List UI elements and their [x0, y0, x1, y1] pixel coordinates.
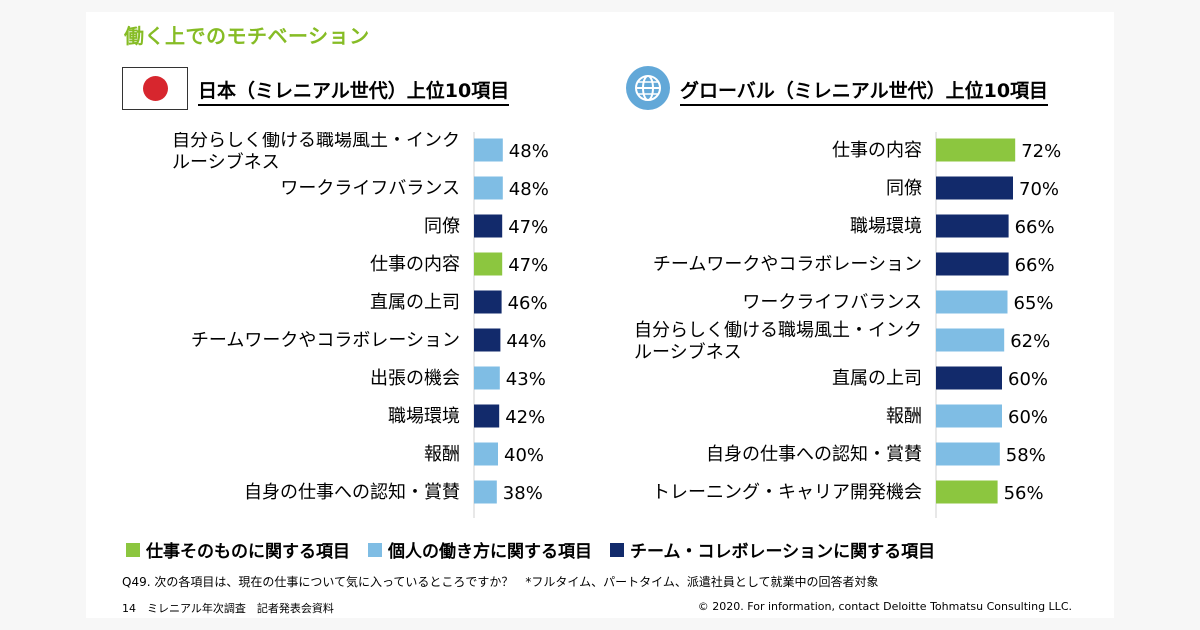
value-label: 72%: [1021, 141, 1061, 162]
value-label: 58%: [1006, 445, 1046, 466]
globe-icon: [626, 66, 670, 110]
bar: [936, 442, 1000, 466]
legend-swatch: [368, 542, 382, 557]
slide-title: 働く上でのモチベーション: [124, 24, 370, 48]
bar: [474, 404, 500, 428]
category-label: トレーニング・キャリア開発機会: [652, 482, 922, 503]
bar: [936, 328, 1005, 352]
bar: [474, 290, 502, 314]
legend-item-team: チーム・コレボレーションに関する項目: [610, 537, 935, 562]
value-label: 60%: [1008, 369, 1048, 390]
bar: [474, 214, 503, 238]
legend: 仕事そのものに関する項目 個人の働き方に関する項目 チーム・コレボレーションに関…: [126, 537, 935, 562]
japan-flag-icon: [122, 67, 188, 110]
global-bar-chart: 仕事の内容 72% 同僚 70% 職場環境 66% チームワークやコラボレーション 66% ワー…: [634, 132, 1061, 518]
value-label: 38%: [503, 483, 543, 504]
value-label: 66%: [1015, 217, 1055, 238]
slide: 働く上でのモチベーション 日本（ミレニアル世代）上位10項目 グローバル（ミレニ…: [86, 12, 1114, 618]
bar: [474, 176, 503, 200]
legend-label: 仕事そのものに関する項目: [146, 542, 350, 562]
bar: [936, 404, 1002, 428]
value-label: 60%: [1008, 407, 1048, 428]
category-label: 報酬: [886, 406, 922, 427]
value-label: 62%: [1010, 331, 1050, 352]
category-label: 自分らしく働ける職場風土・インク: [634, 320, 922, 341]
category-label: 職場環境: [388, 406, 460, 427]
category-label: 仕事の内容: [832, 140, 922, 161]
category-label: 報酬: [424, 444, 460, 465]
category-label: 直属の上司: [832, 368, 922, 389]
legend-item-job-content: 仕事そのものに関する項目: [126, 537, 350, 562]
category-label: 自身の仕事への認知・賞賛: [244, 482, 460, 503]
category-label: 仕事の内容: [370, 254, 460, 275]
category-label-continued: ルーシブネス: [172, 151, 280, 173]
legend-item-work-style: 個人の働き方に関する項目: [368, 537, 592, 562]
bar: [936, 138, 1016, 162]
footer-copyright: © 2020. For information, contact Deloitt…: [697, 600, 1072, 613]
value-label: 42%: [505, 407, 545, 428]
category-label: 直属の上司: [370, 292, 460, 313]
value-label: 66%: [1015, 255, 1055, 276]
bar: [936, 176, 1013, 200]
category-label: ワークライフバランス: [280, 178, 460, 199]
legend-swatch: [126, 542, 140, 557]
value-label: 44%: [506, 331, 546, 352]
bar: [936, 252, 1009, 276]
value-label: 48%: [509, 179, 549, 200]
bar: [474, 480, 497, 504]
bar: [936, 480, 998, 504]
value-label: 70%: [1019, 179, 1059, 200]
legend-swatch: [610, 542, 624, 557]
bar: [474, 366, 500, 390]
bar: [474, 442, 498, 466]
bar: [474, 328, 501, 352]
legend-label: 個人の働き方に関する項目: [388, 542, 592, 562]
category-label: 自身の仕事への認知・賞賛: [706, 444, 922, 465]
category-label: 同僚: [886, 178, 922, 199]
bar: [936, 290, 1008, 314]
value-label: 65%: [1014, 293, 1054, 314]
category-label: 職場環境: [850, 216, 922, 237]
value-label: 43%: [506, 369, 546, 390]
bar: [936, 366, 1002, 390]
bar: [474, 252, 503, 276]
global-panel-title: グローバル（ミレニアル世代）上位10項目: [680, 76, 1049, 106]
category-label: 出張の機会: [370, 368, 460, 389]
value-label: 46%: [508, 293, 548, 314]
category-label: 同僚: [424, 216, 460, 237]
category-label: 自分らしく働ける職場風土・インク: [172, 132, 460, 151]
category-label: ワークライフバランス: [742, 292, 922, 313]
legend-label: チーム・コレボレーションに関する項目: [630, 542, 936, 562]
bar: [474, 138, 503, 162]
value-label: 47%: [508, 217, 548, 238]
value-label: 48%: [509, 141, 549, 162]
footer-page-info: 14 ミレニアル年次調査 記者発表会資料: [122, 602, 334, 615]
bar: [936, 214, 1009, 238]
footnote: Q49. 次の各項目は、現在の仕事について気に入っているところですか？ *フルタ…: [122, 575, 879, 589]
category-label-continued: ルーシブネス: [634, 341, 742, 363]
value-label: 56%: [1004, 483, 1044, 504]
category-label: チームワークやコラボレーション: [653, 254, 922, 275]
japan-panel-title: 日本（ミレニアル世代）上位10項目: [198, 76, 510, 106]
japan-flag-sun: [143, 76, 168, 101]
value-label: 40%: [504, 445, 544, 466]
category-label: チームワークやコラボレーション: [191, 330, 460, 351]
value-label: 47%: [508, 255, 548, 276]
